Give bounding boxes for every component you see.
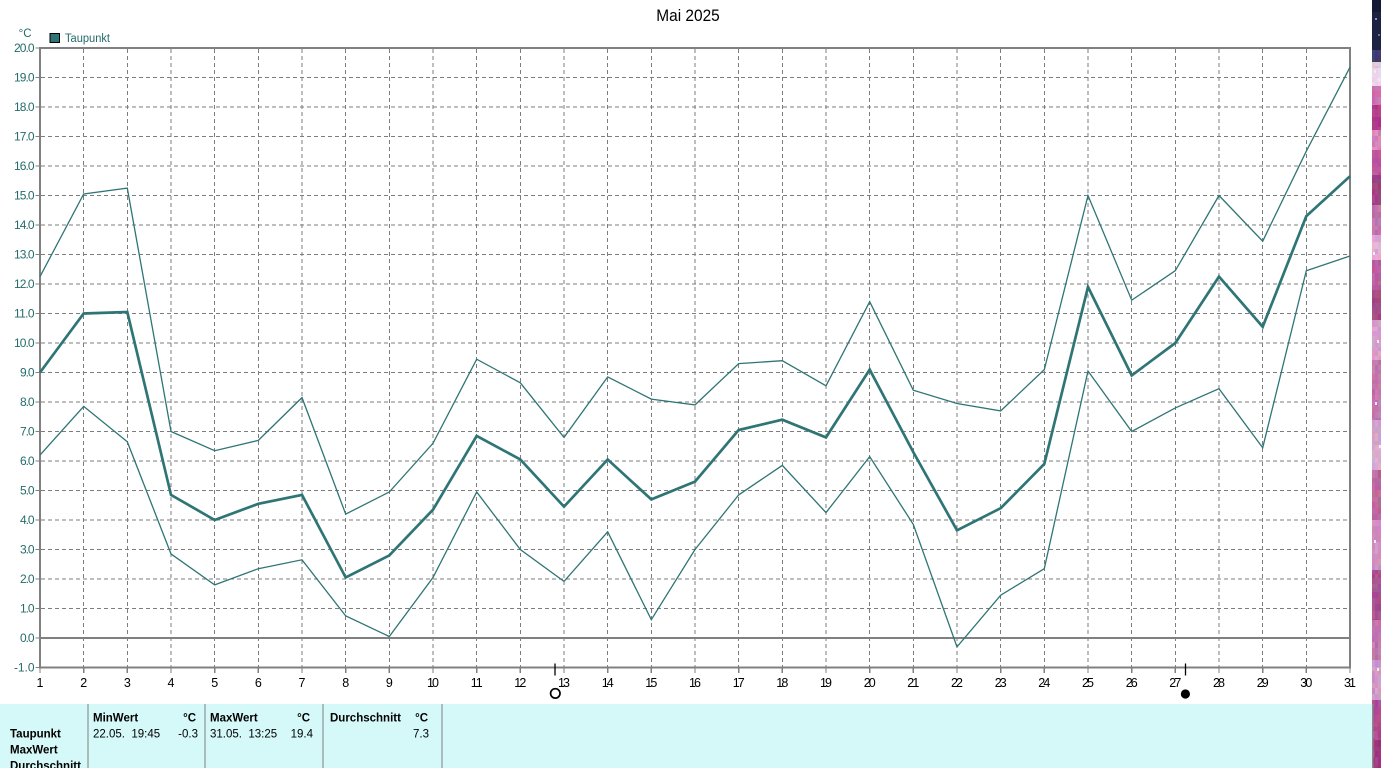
svg-text:1: 1 <box>37 676 44 690</box>
svg-text:°C: °C <box>297 713 310 725</box>
svg-text:15.0: 15.0 <box>14 189 35 203</box>
svg-text:15: 15 <box>645 676 657 690</box>
svg-text:Durchschnitt: Durchschnitt <box>10 761 81 768</box>
svg-text:14.0: 14.0 <box>14 218 35 232</box>
svg-text:19.4: 19.4 <box>291 729 314 741</box>
svg-text:12.0: 12.0 <box>14 277 35 291</box>
svg-text:10.0: 10.0 <box>14 336 35 350</box>
svg-text:28: 28 <box>1213 676 1225 690</box>
svg-text:5.0: 5.0 <box>20 484 35 498</box>
svg-text:11: 11 <box>471 676 483 690</box>
svg-text:8: 8 <box>342 676 349 690</box>
svg-text:°C: °C <box>415 713 428 725</box>
svg-text:3: 3 <box>124 676 131 690</box>
svg-text:19: 19 <box>820 676 832 690</box>
svg-text:9.0: 9.0 <box>20 366 35 380</box>
svg-text:1.0: 1.0 <box>20 602 35 616</box>
svg-text:17.0: 17.0 <box>14 130 35 144</box>
svg-text:24: 24 <box>1038 676 1050 690</box>
svg-text:Taupunkt: Taupunkt <box>10 729 61 741</box>
svg-text:9: 9 <box>386 676 393 690</box>
svg-text:7: 7 <box>299 676 306 690</box>
svg-text:27: 27 <box>1169 676 1181 690</box>
svg-text:25: 25 <box>1082 676 1094 690</box>
svg-text:Mai 2025: Mai 2025 <box>656 6 720 25</box>
svg-text:16.0: 16.0 <box>14 159 35 173</box>
svg-text:17: 17 <box>733 676 745 690</box>
svg-text:°C: °C <box>19 28 32 40</box>
svg-text:22.05. 19:45: 22.05. 19:45 <box>93 729 160 741</box>
svg-text:6.0: 6.0 <box>20 454 35 468</box>
svg-text:MaxWert: MaxWert <box>210 713 258 725</box>
svg-text:MinWert: MinWert <box>93 713 138 725</box>
svg-text:3.0: 3.0 <box>20 543 35 557</box>
svg-text:11.0: 11.0 <box>14 307 35 321</box>
svg-text:16: 16 <box>689 676 701 690</box>
svg-text:-1.0: -1.0 <box>14 661 35 675</box>
svg-text:31.05. 13:25: 31.05. 13:25 <box>210 729 277 741</box>
svg-text:18.0: 18.0 <box>14 100 35 114</box>
svg-text:5: 5 <box>211 676 218 690</box>
svg-text:13.0: 13.0 <box>14 248 35 262</box>
svg-text:13: 13 <box>558 676 570 690</box>
svg-text:6: 6 <box>255 676 262 690</box>
svg-text:-0.3: -0.3 <box>178 729 198 741</box>
svg-text:7.0: 7.0 <box>20 425 35 439</box>
svg-text:7.3: 7.3 <box>413 729 429 741</box>
svg-text:19.0: 19.0 <box>14 71 35 85</box>
svg-text:8.0: 8.0 <box>20 395 35 409</box>
svg-text:20.0: 20.0 <box>14 41 35 55</box>
svg-text:23: 23 <box>995 676 1007 690</box>
svg-text:10: 10 <box>427 676 439 690</box>
svg-text:0.0: 0.0 <box>20 631 35 645</box>
svg-text:26: 26 <box>1126 676 1138 690</box>
svg-text:2: 2 <box>80 676 87 690</box>
svg-text:18: 18 <box>776 676 788 690</box>
svg-text:22: 22 <box>951 676 963 690</box>
svg-text:4.0: 4.0 <box>20 513 35 527</box>
svg-text:29: 29 <box>1257 676 1269 690</box>
svg-text:2.0: 2.0 <box>20 572 35 586</box>
svg-text:31: 31 <box>1344 676 1356 690</box>
svg-text:30: 30 <box>1300 676 1312 690</box>
svg-text:12: 12 <box>514 676 526 690</box>
svg-text:4: 4 <box>168 676 175 690</box>
svg-text:Taupunkt: Taupunkt <box>65 33 111 45</box>
svg-text:°C: °C <box>183 713 196 725</box>
svg-text:Durchschnitt: Durchschnitt <box>330 713 401 725</box>
svg-text:14: 14 <box>602 676 614 690</box>
svg-text:21: 21 <box>907 676 919 690</box>
svg-text:20: 20 <box>864 676 876 690</box>
svg-text:MaxWert: MaxWert <box>10 745 58 757</box>
